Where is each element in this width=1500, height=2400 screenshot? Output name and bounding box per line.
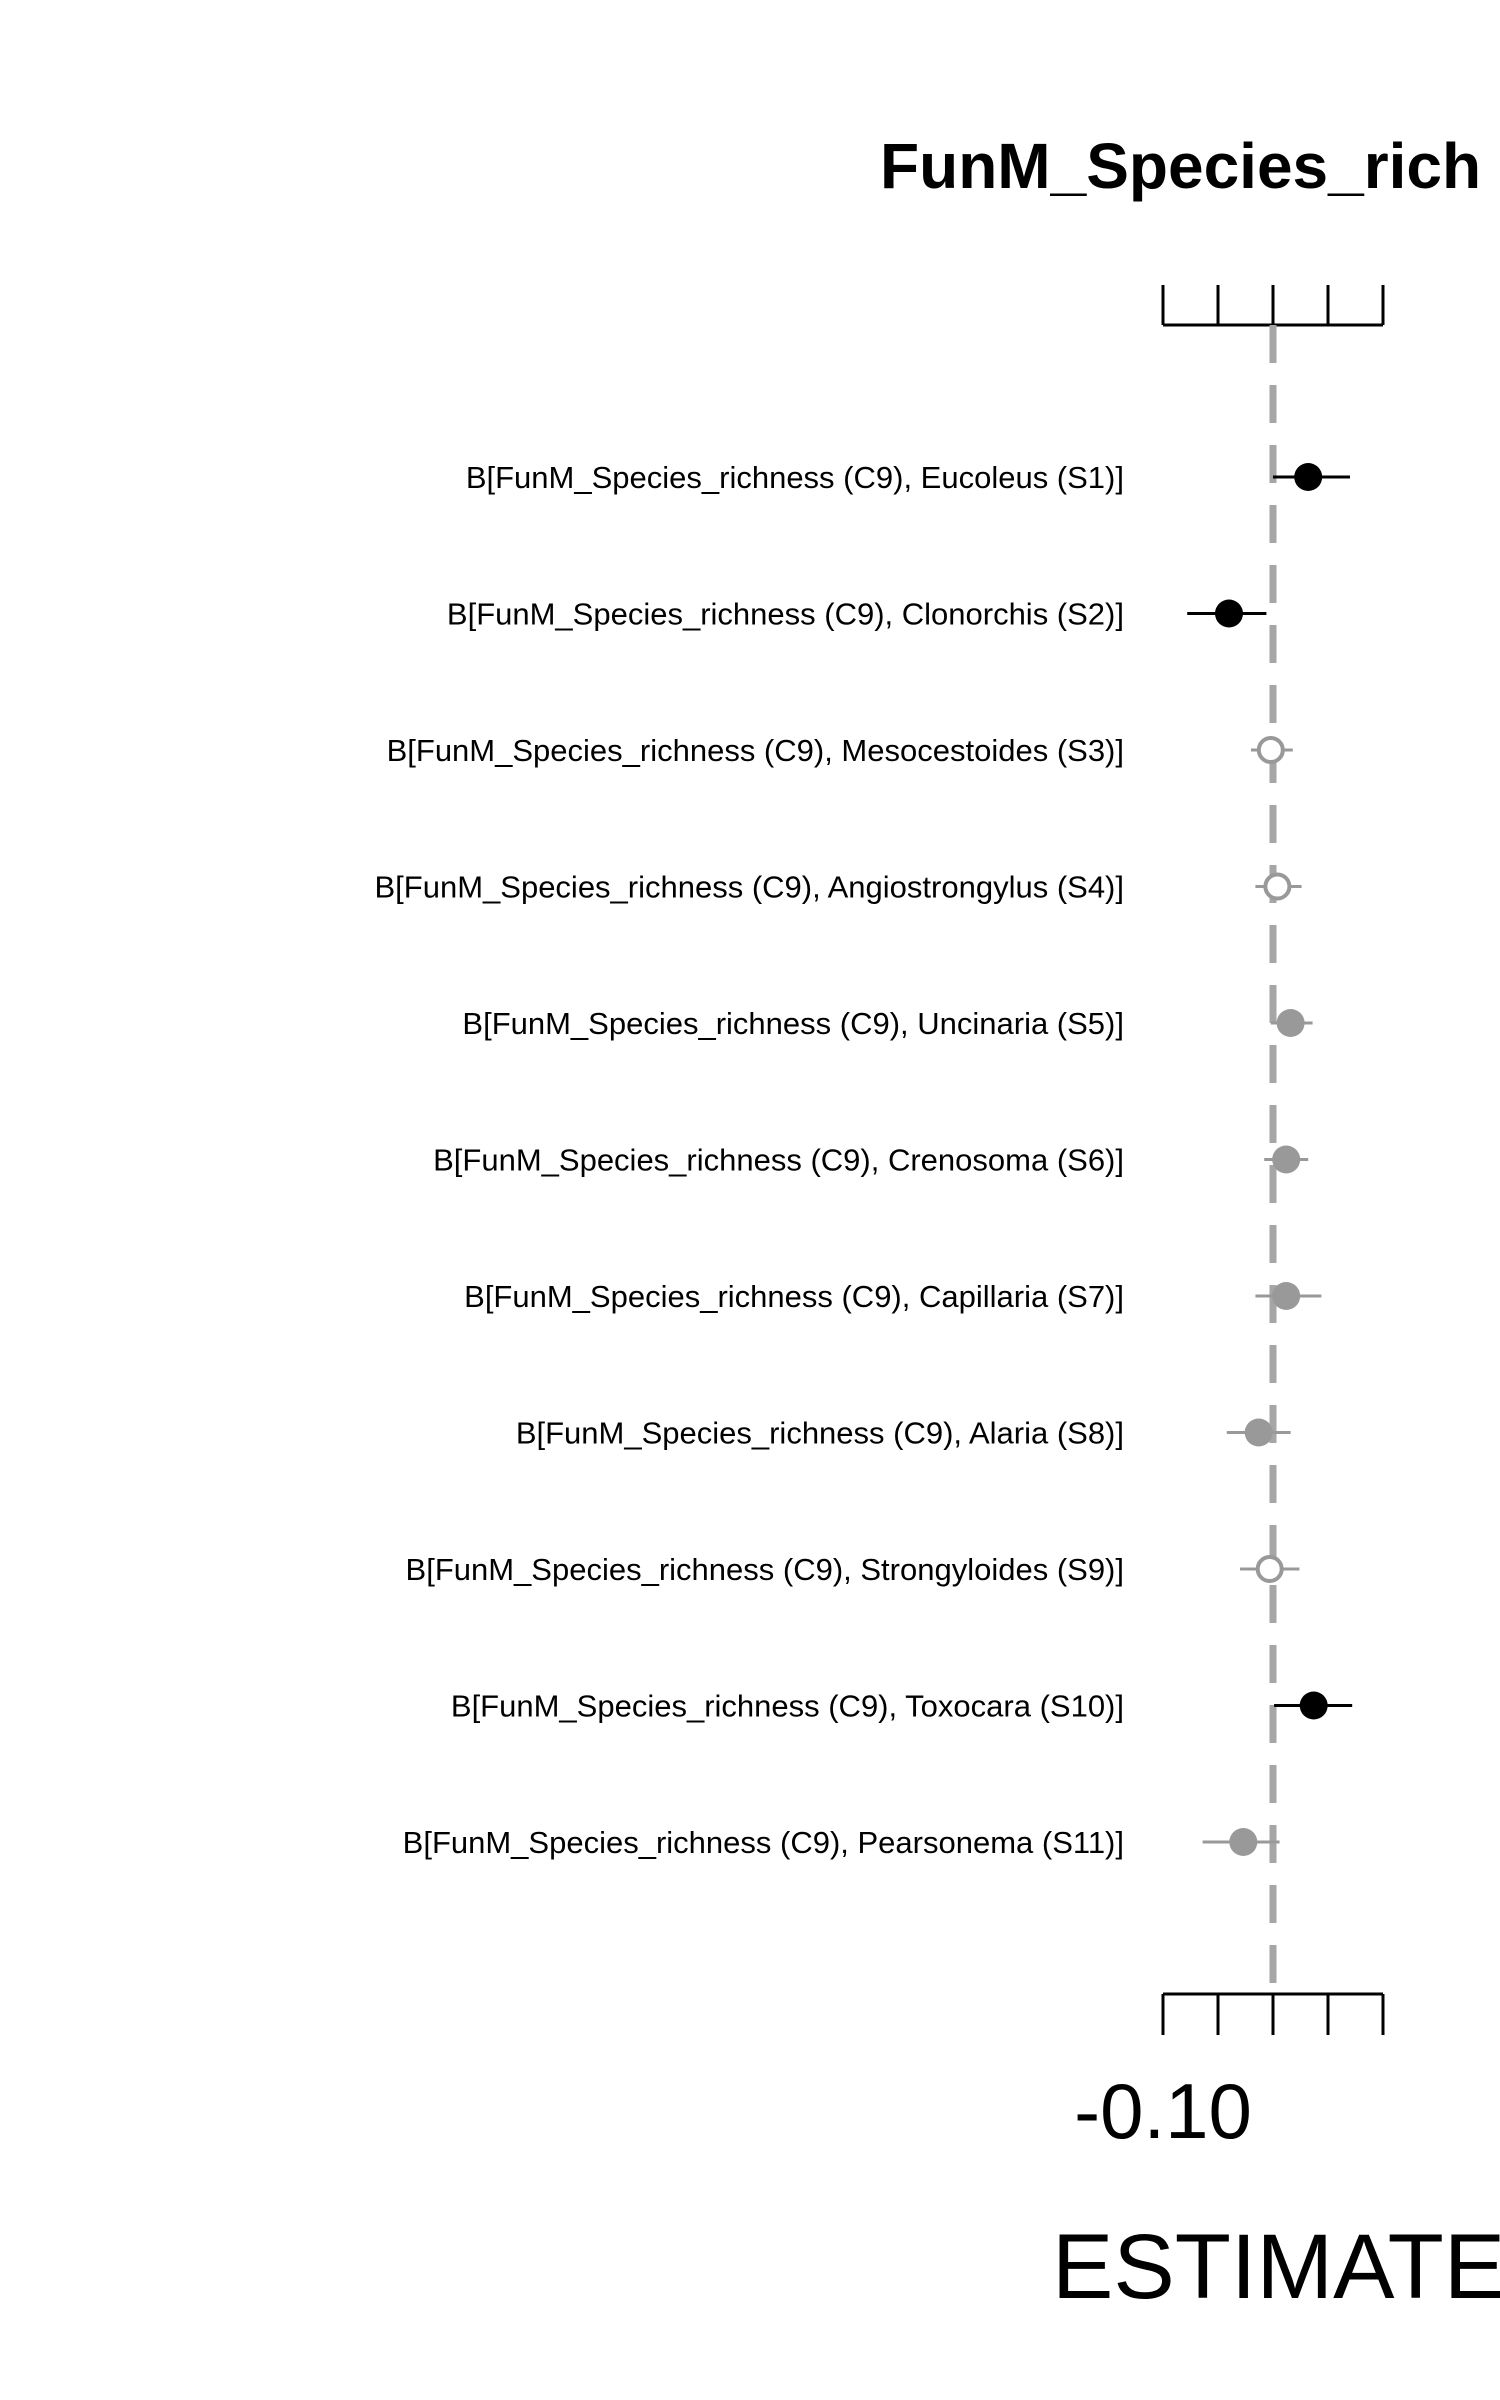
row-label: B[FunM_Species_richness (C9), Angiostron… [375, 870, 1125, 905]
estimate-point [1229, 1828, 1258, 1856]
row: B[FunM_Species_richness (C9), Crenosoma … [433, 1143, 1309, 1178]
row: B[FunM_Species_richness (C9), Toxocara (… [451, 1689, 1353, 1724]
estimate-point [1276, 1009, 1305, 1037]
row: B[FunM_Species_richness (C9), Pearsonema… [403, 1825, 1280, 1860]
estimate-point [1272, 1282, 1301, 1310]
row: B[FunM_Species_richness (C9), Alaria (S8… [516, 1416, 1291, 1451]
x-tick-label: -0.10 [1074, 2067, 1252, 2155]
row: B[FunM_Species_richness (C9), Eucoleus (… [466, 460, 1350, 495]
estimate-point [1215, 599, 1243, 628]
bottom-axis [1161, 1992, 1385, 2035]
x-axis-title: ESTIMATE [1052, 2216, 1500, 2318]
chart-title: FunM_Species_rich [880, 130, 1481, 202]
x-tick-labels: -0.10 [1074, 2067, 1252, 2155]
estimate-point [1256, 736, 1285, 764]
row-label: B[FunM_Species_richness (C9), Alaria (S8… [516, 1416, 1124, 1451]
row-label: B[FunM_Species_richness (C9), Pearsonema… [403, 1825, 1124, 1860]
row-label: B[FunM_Species_richness (C9), Uncinaria … [462, 1006, 1124, 1041]
estimate-point [1244, 1418, 1273, 1447]
estimate-rows: B[FunM_Species_richness (C9), Eucoleus (… [375, 460, 1353, 1860]
row: B[FunM_Species_richness (C9), Strongyloi… [406, 1552, 1300, 1587]
row-label: B[FunM_Species_richness (C9), Eucoleus (… [466, 460, 1124, 495]
row-label: B[FunM_Species_richness (C9), Mesocestoi… [387, 733, 1124, 768]
row: B[FunM_Species_richness (C9), Clonorchis… [447, 597, 1267, 632]
estimate-point [1272, 1145, 1301, 1174]
row: B[FunM_Species_richness (C9), Angiostron… [375, 870, 1302, 905]
top-axis [1161, 285, 1385, 327]
estimate-point [1299, 1691, 1328, 1720]
row-label: B[FunM_Species_richness (C9), Capillaria… [464, 1279, 1124, 1314]
estimate-point [1255, 1555, 1284, 1583]
row-label: B[FunM_Species_richness (C9), Clonorchis… [447, 597, 1124, 632]
row-label: B[FunM_Species_richness (C9), Crenosoma … [433, 1143, 1124, 1178]
row-label: B[FunM_Species_richness (C9), Toxocara (… [451, 1689, 1124, 1724]
row-label: B[FunM_Species_richness (C9), Strongyloi… [406, 1552, 1124, 1587]
row: B[FunM_Species_richness (C9), Uncinaria … [462, 1006, 1313, 1041]
estimate-point [1294, 463, 1323, 491]
row: B[FunM_Species_richness (C9), Capillaria… [464, 1279, 1322, 1314]
row: B[FunM_Species_richness (C9), Mesocestoi… [387, 733, 1293, 768]
estimate-point [1263, 872, 1292, 901]
